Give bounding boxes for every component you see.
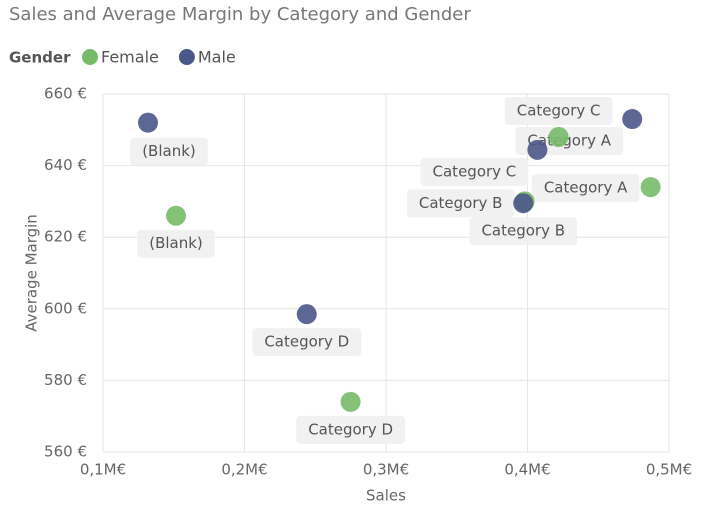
point [340, 391, 361, 412]
point-label-bg [252, 328, 362, 357]
point-label: Category A [527, 132, 611, 150]
point-label: Category C [433, 162, 517, 180]
legend-label: Female [101, 48, 159, 67]
legend-title: Gender [9, 49, 71, 67]
point [640, 177, 661, 198]
point-label: Category D [264, 333, 349, 351]
legend-marker [178, 49, 195, 65]
y-tick-label: 620 € [44, 228, 87, 246]
point-label-bg [531, 174, 640, 203]
chart-title: Sales and Average Margin by Category and… [9, 4, 471, 25]
point [296, 304, 317, 325]
point [513, 193, 534, 214]
x-tick-label: 0,5M€ [646, 461, 692, 479]
point [166, 205, 187, 226]
point-label: Category B [481, 222, 565, 240]
y-tick-label: 560 € [44, 443, 87, 461]
point [548, 126, 569, 147]
points [137, 109, 661, 412]
point-label: Category B [419, 194, 503, 212]
point-label-bg [469, 217, 578, 246]
y-axis-title: Average Margin [23, 214, 41, 332]
point [137, 112, 158, 133]
point-labels: (Blank) Category D Category A Category B Cat… [130, 96, 640, 444]
x-tick-label: 0,1M€ [80, 461, 126, 479]
y-tick-label: 660 € [44, 85, 87, 103]
x-tick-label: 0,4M€ [504, 461, 550, 479]
point-label: Category C [517, 101, 601, 119]
point-label-bg [296, 415, 406, 444]
point-label: (Blank) [149, 234, 203, 252]
point [622, 109, 643, 130]
x-tick-label: 0,3M€ [363, 461, 409, 479]
y-tick-label: 640 € [44, 156, 87, 174]
y-tick-label: 580 € [44, 371, 87, 389]
y-tick-label: 600 € [44, 299, 87, 317]
point-label-bg [504, 96, 613, 125]
x-tick-label: 0,2M€ [221, 461, 267, 479]
point-label-bg [420, 157, 529, 186]
point-label: Category D [308, 420, 393, 438]
point-label-bg [406, 189, 515, 218]
point-label: Category A [544, 179, 628, 197]
legend-marker [82, 49, 98, 65]
x-axis-title: Sales [366, 487, 406, 505]
point-label-bg [137, 229, 215, 258]
point-label-bg [130, 137, 208, 166]
legend-label: Male [198, 48, 236, 67]
point [527, 139, 548, 160]
point-label: (Blank) [142, 142, 196, 160]
